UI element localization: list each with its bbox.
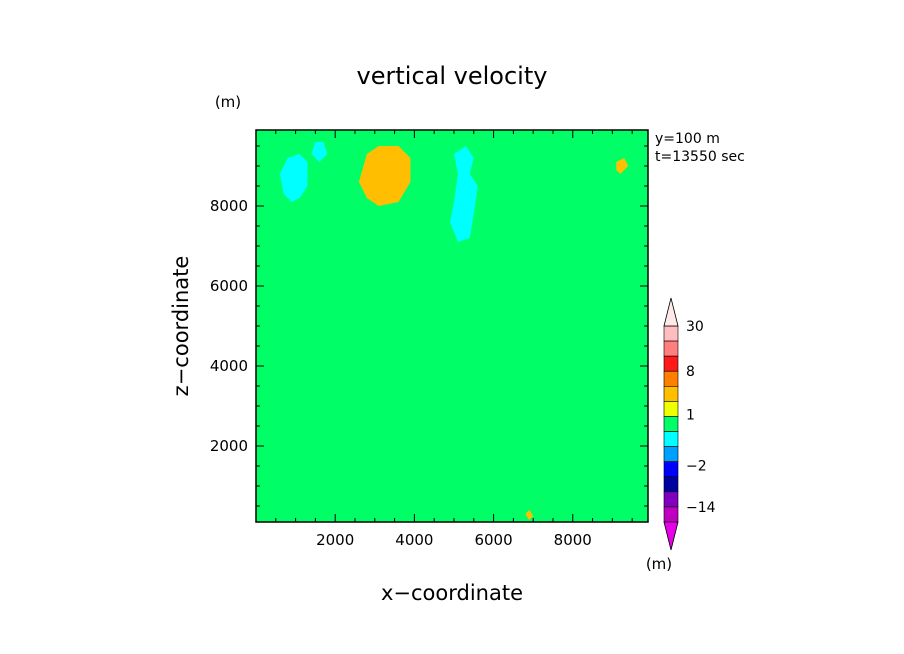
colorbar: 30 8 1 −2 −14 xyxy=(663,297,716,551)
x-tick-label: 4000 xyxy=(395,531,433,549)
colorbar-band xyxy=(663,340,679,357)
contour-fills xyxy=(256,130,648,520)
colorbar-band xyxy=(663,325,679,342)
y-tick-label: 8000 xyxy=(210,197,248,215)
x-tick-label: 2000 xyxy=(316,531,354,549)
colorbar-band xyxy=(663,461,679,478)
colorbar-band xyxy=(663,446,679,462)
contour-region-12 xyxy=(279,154,308,202)
colorbar-band xyxy=(663,370,679,387)
chart-title: vertical velocity xyxy=(357,62,548,90)
colorbar-band xyxy=(663,355,679,372)
colorbar-tick-label: 8 xyxy=(686,364,695,380)
contour-region-6 xyxy=(430,334,470,422)
y-axis-ticks: 2000 4000 6000 8000 xyxy=(210,145,648,507)
contour-region-9 xyxy=(358,146,411,206)
contour-region-10 xyxy=(616,158,629,174)
y-tick-label: 6000 xyxy=(210,277,248,295)
contour-region-7 xyxy=(553,370,597,430)
colorbar-tick-label: 1 xyxy=(686,407,695,423)
contour-region-3 xyxy=(256,318,344,450)
info-line-y: y=100 m xyxy=(655,131,720,147)
contour-region-14 xyxy=(450,146,478,242)
colorbar-band xyxy=(663,401,679,417)
info-line-t: t=13550 sec xyxy=(655,149,745,165)
contour-region-0 xyxy=(256,266,648,510)
colorbar-band xyxy=(663,416,679,432)
contour-region-13 xyxy=(311,142,328,162)
colorbar-unit-label: (m) xyxy=(646,555,672,573)
y-unit-label: (m) xyxy=(215,93,241,111)
contour-region-2 xyxy=(434,130,648,318)
contour-region-8 xyxy=(612,186,648,230)
colorbar-band xyxy=(663,386,679,402)
x-tick-label: 8000 xyxy=(554,531,592,549)
colorbar-band xyxy=(663,431,679,447)
colorbar-tick-label: −2 xyxy=(686,459,707,475)
x-axis-ticks: 2000 4000 6000 8000 xyxy=(275,130,633,549)
contour-region-4 xyxy=(521,474,573,518)
y-axis-label: z−coordinate xyxy=(169,256,193,397)
y-tick-label: 2000 xyxy=(210,437,248,455)
colorbar-bottom-arrow xyxy=(663,521,679,551)
colorbar-tick-label: 30 xyxy=(686,319,704,335)
colorbar-band xyxy=(663,506,679,523)
contour-region-5 xyxy=(604,302,648,398)
x-axis-label: x−coordinate xyxy=(381,581,523,605)
colorbar-top-arrow xyxy=(663,297,679,327)
colorbar-band xyxy=(663,476,679,493)
colorbar-band xyxy=(663,491,679,508)
y-tick-label: 4000 xyxy=(210,357,248,375)
x-tick-label: 6000 xyxy=(474,531,512,549)
contour-region-11 xyxy=(525,510,534,520)
colorbar-tick-label: −14 xyxy=(686,500,716,516)
